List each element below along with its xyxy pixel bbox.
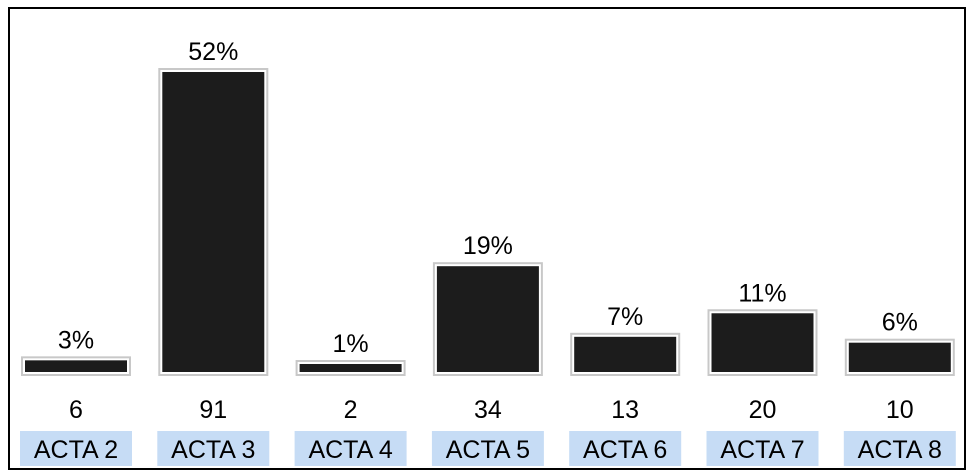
percent-label: 52% [188, 38, 238, 66]
category-label-bg [294, 431, 407, 466]
bar [25, 360, 127, 372]
count-label: 10 [886, 396, 914, 424]
category-label: ACTA 8 [858, 436, 942, 464]
category-label-bg [20, 431, 132, 466]
bar-layer [21, 68, 955, 377]
category-background-layer [20, 431, 956, 466]
category-label-bg [431, 431, 544, 466]
bar [574, 336, 677, 372]
bar [848, 342, 951, 372]
category-label: ACTA 6 [583, 436, 667, 464]
category-label-bg [569, 431, 682, 466]
bar [436, 266, 539, 372]
category-label-bg [843, 431, 956, 466]
bar [299, 364, 402, 372]
count-label: 91 [199, 396, 227, 424]
bar [711, 313, 814, 372]
category-label: ACTA 2 [34, 436, 118, 464]
category-label-bg [706, 431, 819, 466]
label-layer: 3% 6 ACTA 2 52% 91 ACTA 3 1% 2 ACTA 4 19% 34 ACTA 5… [34, 38, 942, 464]
percent-label: 3% [58, 326, 94, 354]
count-label: 2 [344, 396, 358, 424]
category-label: ACTA 3 [171, 436, 255, 464]
percent-label: 11% [738, 279, 786, 307]
percent-label: 6% [882, 309, 918, 337]
category-label: ACTA 4 [308, 436, 392, 464]
count-label: 20 [749, 396, 777, 424]
count-label: 34 [474, 396, 502, 424]
bar [162, 72, 265, 372]
percent-label: 19% [463, 232, 513, 260]
count-label: 13 [611, 396, 639, 424]
category-label: ACTA 7 [720, 436, 804, 464]
category-label: ACTA 5 [446, 436, 530, 464]
category-label-bg [157, 431, 270, 466]
percent-label: 7% [607, 303, 643, 331]
percent-label: 1% [333, 330, 369, 358]
count-label: 6 [69, 396, 83, 424]
